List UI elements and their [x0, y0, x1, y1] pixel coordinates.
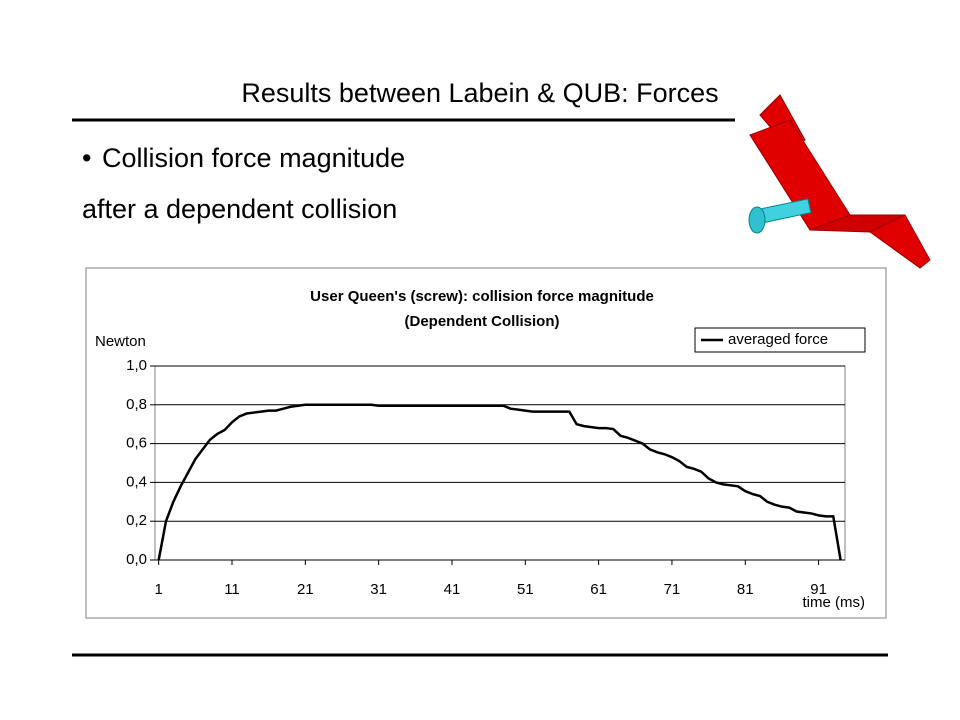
plot-area: [154, 365, 846, 561]
y-tick-label: 0,2: [126, 512, 147, 529]
y-axis-label: Newton: [95, 333, 146, 350]
slide-title: Results between Labein & QUB: Forces: [241, 78, 718, 108]
x-tick-label: 1: [154, 581, 162, 598]
x-tick-label: 21: [297, 581, 314, 598]
legend-box: [694, 327, 866, 353]
bullet: Collision force magnitude: [102, 143, 405, 173]
x-axis-label: time (ms): [803, 594, 866, 611]
data-line: [157, 403, 842, 561]
x-tick-label: 41: [444, 581, 461, 598]
legend-label: averaged force: [728, 331, 828, 348]
body-text: after a dependent collision: [82, 194, 397, 224]
y-tick-label: 0,6: [126, 435, 147, 452]
x-tick-label: 91: [810, 581, 827, 598]
y-tick-label: 0,8: [126, 396, 147, 413]
bullet-dot: •: [82, 143, 91, 173]
x-tick-label: 31: [370, 581, 387, 598]
y-tick-label: 1,0: [126, 357, 147, 374]
x-tick-label: 81: [737, 581, 754, 598]
y-tick-label: 0,4: [126, 473, 147, 490]
x-tick-label: 11: [224, 581, 240, 598]
chart-title: User Queen's (screw): collision force ma…: [310, 288, 654, 305]
x-tick-label: 71: [664, 581, 681, 598]
chart-subtitle: (Dependent Collision): [405, 313, 560, 330]
x-tick-label: 51: [517, 581, 534, 598]
bracket-image: [748, 94, 931, 269]
y-tick-label: 0,0: [126, 551, 147, 568]
x-tick-label: 61: [590, 581, 607, 598]
